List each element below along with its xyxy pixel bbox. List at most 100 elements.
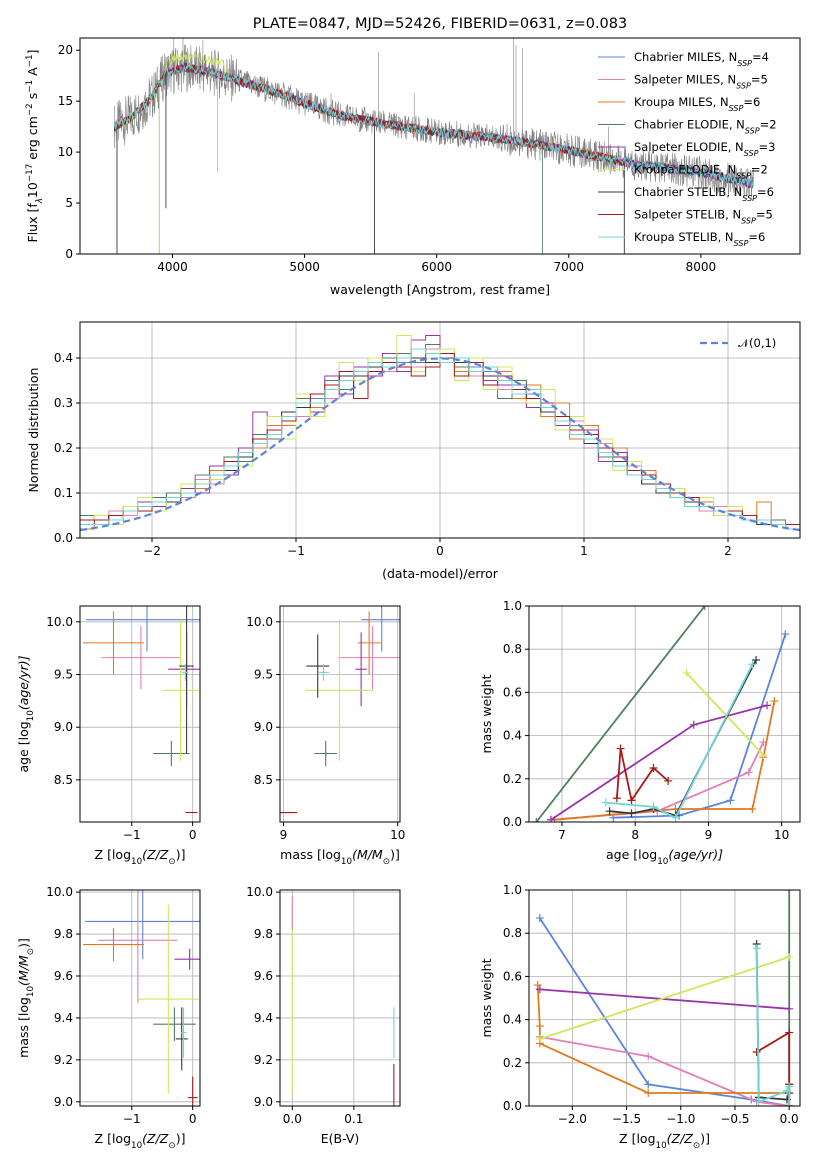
y-tick-label: 0.8 xyxy=(503,642,522,656)
y-tick-label: 9.0 xyxy=(54,720,73,734)
x-tick-label: 0 xyxy=(436,544,444,558)
x-tick-label: −1 xyxy=(287,544,305,558)
axes-spectrum: 4000 5000 6000 7000 8000 0 5 10 15 20 Chabrier MIL… xyxy=(25,16,801,297)
series-point xyxy=(644,1052,653,1061)
y-tick-label: 0.0 xyxy=(503,1099,522,1113)
legend-entry: Kroupa STELIB, NSSP=6 xyxy=(634,230,765,248)
x-tick-label: 0.0 xyxy=(780,1112,799,1126)
x-axis-label: Z [log10(Z/Z⊙)] xyxy=(95,847,186,867)
error-bar-point xyxy=(98,890,178,1004)
legend-entry: Chabrier STELIB, NSSP=6 xyxy=(634,185,774,203)
series-point xyxy=(782,1086,791,1095)
x-tick-label: 5000 xyxy=(289,260,320,274)
plot-area xyxy=(80,335,800,538)
x-tick-label: 10 xyxy=(774,828,789,842)
weight-series xyxy=(532,606,709,822)
series-line xyxy=(685,672,765,756)
series-point xyxy=(748,805,757,814)
x-tick-label: 0.1 xyxy=(344,1112,363,1126)
legend-entry: Chabrier MILES, NSSP=4 xyxy=(634,50,769,68)
error-bar-point xyxy=(361,606,400,652)
error-bar-point xyxy=(175,1007,188,1071)
y-tick-label: 0.4 xyxy=(503,729,522,743)
series-point xyxy=(535,1022,544,1031)
y-tick-label: 10.0 xyxy=(246,615,273,629)
series-point xyxy=(744,768,753,777)
error-bar-point xyxy=(101,626,181,690)
series-point xyxy=(533,981,542,990)
series-point xyxy=(754,1097,763,1106)
x-tick-label: 10 xyxy=(390,828,405,842)
error-bar-point xyxy=(182,663,189,681)
y-tick-label: 9.0 xyxy=(254,1095,273,1109)
series-point xyxy=(763,701,772,710)
weight-series xyxy=(601,660,757,822)
y-tick-label: 0.2 xyxy=(503,1056,522,1070)
y-tick-label: 9.4 xyxy=(254,1011,273,1025)
axes-age-vs-z: −1 0 8.5 9.0 9.5 10.0 Z [log10(Z/Z⊙)] age [log1… xyxy=(16,605,201,867)
series-point xyxy=(532,818,541,822)
series-point xyxy=(785,1028,794,1037)
y-tick-label: 0.4 xyxy=(503,1013,522,1027)
series-line xyxy=(616,748,669,803)
x-tick-label: −0.5 xyxy=(720,1112,749,1126)
y-tick-label: 10 xyxy=(58,145,73,159)
y-tick-label: 10.0 xyxy=(46,885,73,899)
x-tick-label: 9 xyxy=(705,828,713,842)
weight-series xyxy=(535,985,794,1013)
y-tick-label: 9.6 xyxy=(254,969,273,983)
y-axis-label: Normed distribution xyxy=(26,368,41,493)
y-tick-label: 1.0 xyxy=(503,599,522,613)
error-bar-point xyxy=(83,611,144,675)
axes-weight-vs-z: −2.0 −1.5 −1.0 −0.5 0.0 0.0 0.2 0.4 0.6 0.8 1.0 Z [… xyxy=(479,883,801,1151)
error-bar-point xyxy=(162,619,199,761)
error-bar-point xyxy=(153,1007,196,1041)
x-tick-label: −1.0 xyxy=(666,1112,695,1126)
error-bar-point xyxy=(338,626,400,690)
legend-entry: Salpeter ELODIE, NSSP=3 xyxy=(634,140,775,158)
model-spectrum xyxy=(113,62,754,254)
series-point xyxy=(644,1089,653,1098)
y-tick-label: 20 xyxy=(58,43,73,57)
series-point xyxy=(748,660,757,669)
y-axis-label: mass weight xyxy=(479,958,494,1037)
series-line xyxy=(554,700,776,821)
x-tick-label: −1.5 xyxy=(612,1112,641,1126)
y-axis-label: mass weight xyxy=(479,674,494,753)
error-bar-point xyxy=(355,632,367,707)
axes-age-vs-mass: 9 10 8.5 9.0 9.5 10.0 mass [log10(M/M⊙)] xyxy=(246,605,405,867)
error-bar-point xyxy=(153,740,190,767)
y-tick-label: 10.0 xyxy=(246,885,273,899)
y-tick-label: 8.5 xyxy=(54,773,73,787)
series-point xyxy=(546,815,555,822)
x-axis-label: Z [log10(Z/Z⊙)] xyxy=(95,1131,186,1151)
y-tick-label: 9.2 xyxy=(54,1053,73,1067)
weight-series xyxy=(682,668,768,760)
y-tick-label: 0.8 xyxy=(503,926,522,940)
series-line xyxy=(755,948,791,1106)
y-tick-label: 0.4 xyxy=(54,351,73,365)
series-point xyxy=(605,807,614,816)
y-tick-label: 0.0 xyxy=(503,815,522,829)
series-point xyxy=(785,1102,794,1106)
y-tick-label: 0.2 xyxy=(503,772,522,786)
series-line xyxy=(539,1036,790,1106)
plot-area xyxy=(280,606,400,814)
weight-series xyxy=(535,1032,794,1106)
weight-series xyxy=(752,944,794,1106)
series-line xyxy=(539,988,790,1010)
series-point xyxy=(785,952,794,961)
axes-mass-vs-ebv: 0.0 0.1 9.0 9.2 9.4 9.6 9.8 10.0 E(B-V) xyxy=(246,885,401,1146)
error-bar-point xyxy=(86,606,200,652)
error-bar-point xyxy=(187,1076,198,1106)
legend-entry: 𝒩(0,1) xyxy=(738,336,776,350)
series-point xyxy=(535,1035,544,1044)
series-line xyxy=(755,943,791,1101)
chart-title: PLATE=0847, MJD=52426, FIBERID=0631, z=0… xyxy=(253,16,627,32)
x-tick-label: 7 xyxy=(558,828,566,842)
y-tick-label: 9.5 xyxy=(54,667,73,681)
legend-entry: Salpeter MILES, NSSP=5 xyxy=(634,73,768,91)
series-line xyxy=(539,956,790,1040)
series-line xyxy=(539,917,790,1106)
y-tick-label: 0.3 xyxy=(54,396,73,410)
